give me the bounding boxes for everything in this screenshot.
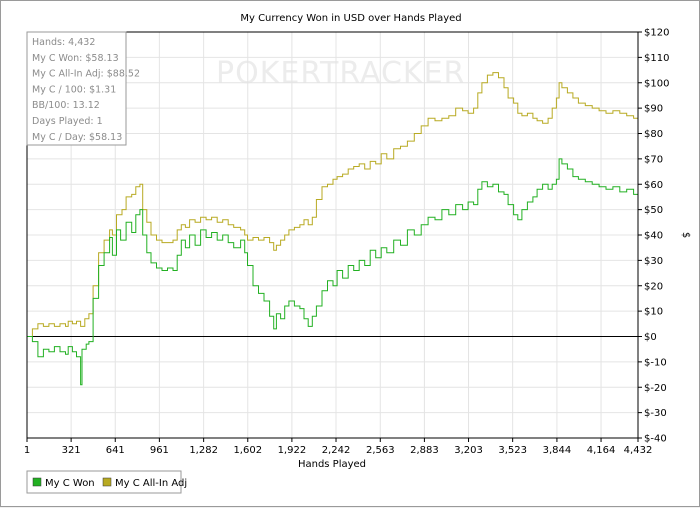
- y-tick-label: $-40: [644, 434, 667, 445]
- legend-label-all-in-adj: My C All-In Adj: [115, 478, 187, 489]
- y-tick-label: $80: [644, 129, 663, 140]
- stats-line: My C Won: $58.13: [32, 53, 119, 64]
- stats-line: My C All-In Adj: $88.52: [32, 69, 140, 80]
- y-tick-label: $-30: [644, 408, 667, 419]
- x-tick-label: 4,432: [624, 445, 653, 456]
- y-tick-label: $100: [644, 78, 669, 89]
- y-tick-label: $10: [644, 307, 663, 318]
- y-tick-label: $40: [644, 231, 663, 242]
- x-tick-label: 3,523: [498, 445, 527, 456]
- y-tick-label: $30: [644, 256, 663, 267]
- y-tick-label: $-20: [644, 383, 667, 394]
- x-tick-label: 2,242: [322, 445, 351, 456]
- x-tick-label: 641: [106, 445, 125, 456]
- x-axis-ticks: 1 321 641 961 1,282 1,602 1,922 2,242 2,563 2,883…: [24, 438, 653, 456]
- y-tick-label: $70: [644, 154, 663, 165]
- y-axis-label: $: [680, 232, 691, 238]
- legend-swatch-all-in-adj: [102, 477, 112, 487]
- x-tick-label: 1: [24, 445, 30, 456]
- x-tick-label: 961: [150, 445, 169, 456]
- x-tick-label: 321: [62, 445, 81, 456]
- legend-swatch-my-c-won: [32, 477, 42, 487]
- x-tick-label: 1,922: [278, 445, 307, 456]
- y-tick-label: $120: [644, 28, 669, 39]
- watermark-logo: POKERTRACKER: [216, 56, 465, 91]
- series-line-my-c-won: [27, 158, 639, 386]
- x-tick-label: 2,883: [410, 445, 439, 456]
- stats-line: BB/100: 13.12: [32, 100, 100, 111]
- x-tick-label: 1,282: [189, 445, 218, 456]
- y-tick-label: $110: [644, 53, 669, 64]
- stats-line: My C / 100: $1.31: [32, 84, 116, 95]
- stats-line: My C / Day: $58.13: [32, 132, 122, 143]
- x-tick-label: 2,563: [366, 445, 395, 456]
- y-tick-label: $50: [644, 205, 663, 216]
- stats-box-border: [26, 31, 127, 146]
- y-tick-label: $60: [644, 180, 663, 191]
- series-lines: [27, 72, 639, 386]
- legend-label-my-c-won: My C Won: [45, 478, 95, 489]
- x-axis-label: Hands Played: [298, 459, 366, 470]
- legend: My C Won My C All-In Adj: [26, 470, 187, 494]
- x-tick-label: 3,203: [454, 445, 483, 456]
- y-axis-ticks: $-40 $-30 $-20 $-10 $0 $10 $20 $30 $40 $50 $60 $70 $…: [638, 28, 669, 445]
- chart-title: My Currency Won in USD over Hands Played: [240, 13, 461, 24]
- stats-line: Days Played: 1: [32, 116, 103, 127]
- y-tick-label: $0: [644, 332, 657, 343]
- y-tick-label: $90: [644, 104, 663, 115]
- y-tick-label: $20: [644, 281, 663, 292]
- stats-box: Hands: 4,432 My C Won: $58.13 My C All-In …: [26, 31, 140, 146]
- stats-lines: Hands: 4,432 My C Won: $58.13 My C All-In …: [32, 37, 140, 143]
- stats-line: Hands: 4,432: [32, 37, 95, 48]
- series-line-my-c-all-in-adj: [27, 72, 639, 337]
- x-tick-label: 1,602: [233, 445, 262, 456]
- y-tick-label: $-10: [644, 357, 667, 368]
- x-tick-label: 3,844: [543, 445, 572, 456]
- x-tick-label: 4,164: [587, 445, 616, 456]
